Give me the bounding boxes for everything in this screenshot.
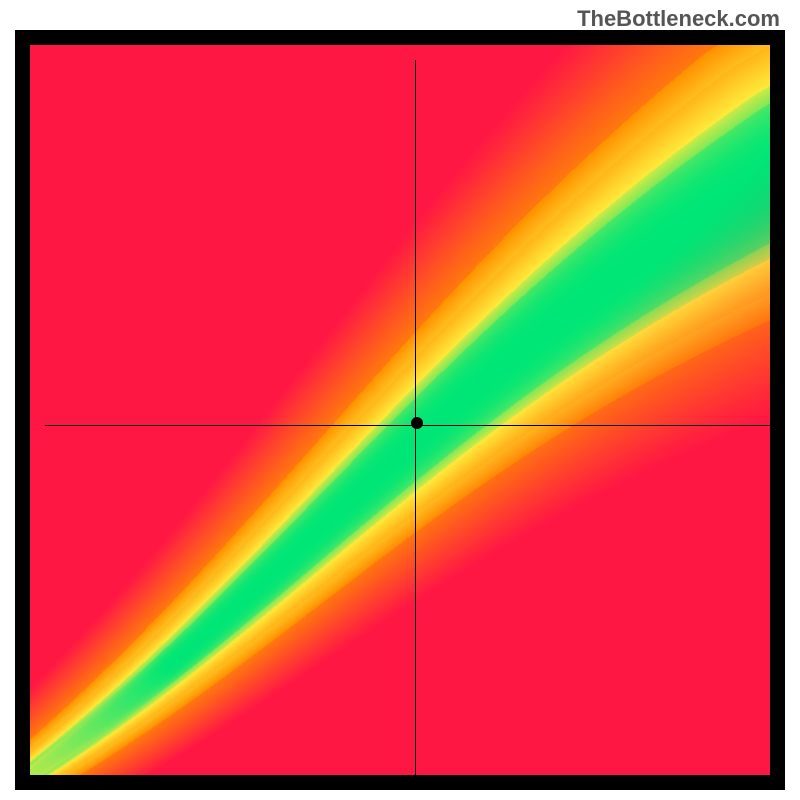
marker-dot — [411, 417, 423, 429]
watermark-text: TheBottleneck.com — [577, 6, 780, 32]
heatmap-canvas — [30, 45, 770, 775]
bottleneck-heatmap-chart — [15, 30, 785, 790]
